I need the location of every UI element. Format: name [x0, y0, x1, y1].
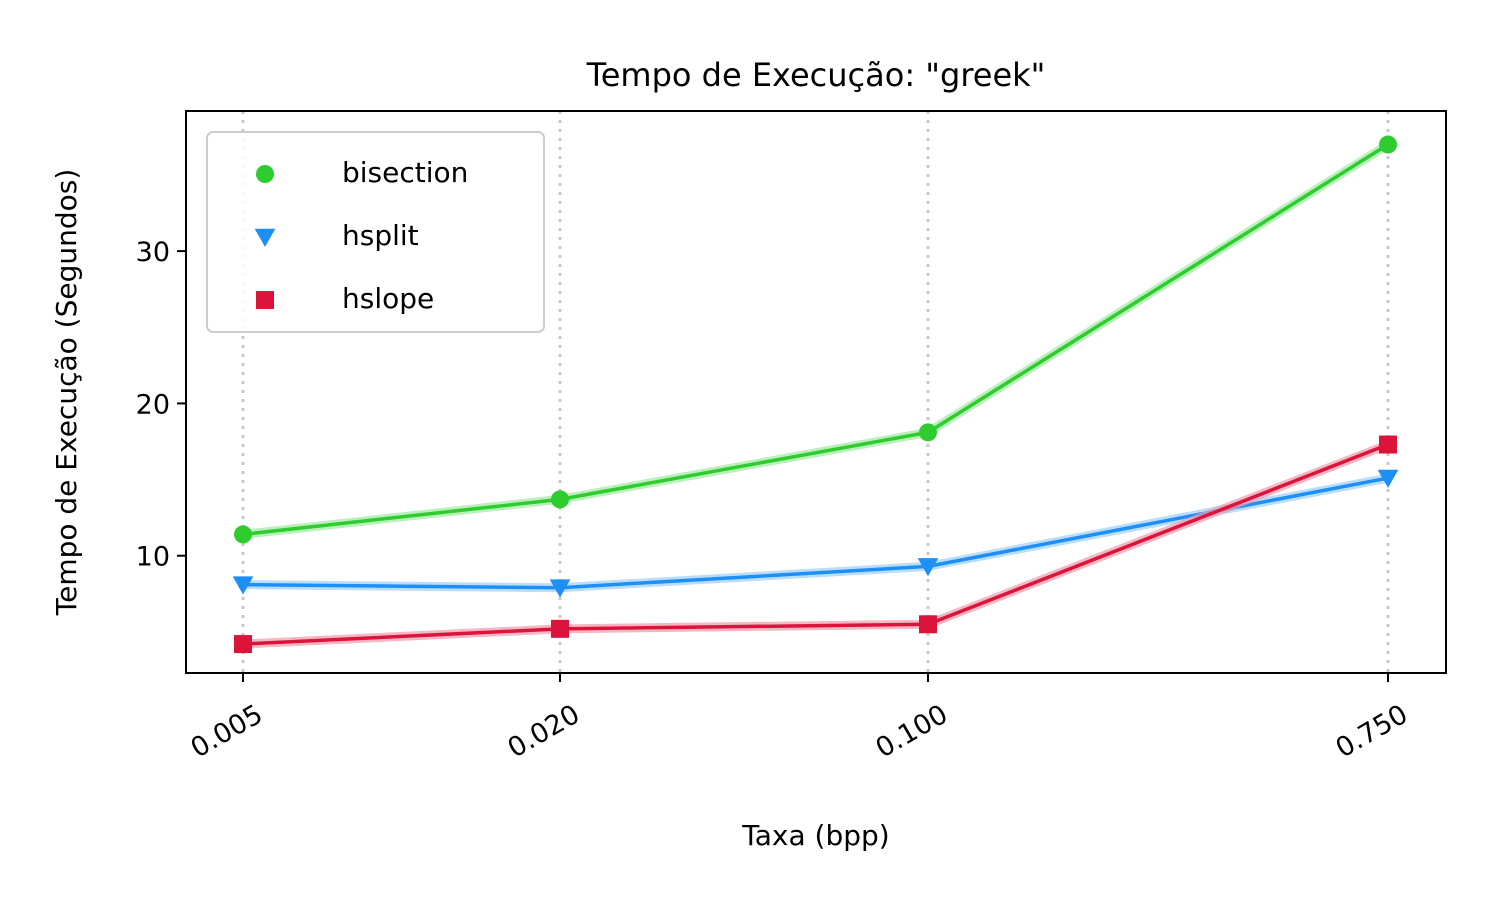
data-point	[917, 558, 939, 577]
legend-marker-bisection	[256, 165, 274, 183]
data-point	[549, 579, 571, 598]
data-point	[551, 619, 569, 638]
series-line	[242, 143, 1389, 537]
data-point	[1379, 435, 1397, 454]
y-tick-label: 30	[136, 237, 170, 268]
y-tick-label: 10	[136, 542, 170, 573]
legend-entries: bisection hsplit hslope	[254, 156, 468, 315]
legend-label-hslope: hslope	[342, 282, 434, 315]
legend: bisection hsplit hslope	[206, 131, 545, 333]
data-point	[551, 490, 569, 509]
y-axis-label: Tempo de Execução (Segundos)	[50, 169, 83, 617]
data-point	[234, 525, 252, 544]
series-line	[242, 442, 1389, 646]
legend-label-bisection: bisection	[342, 156, 468, 189]
series-line	[242, 476, 1389, 590]
legend-marker-hslope	[256, 291, 274, 309]
legend-label-hsplit: hsplit	[342, 219, 419, 252]
data-point	[919, 423, 937, 442]
series-bisection	[234, 135, 1397, 544]
x-axis-label: Taxa (bpp)	[741, 819, 889, 852]
series-layer	[232, 135, 1399, 654]
data-point	[232, 576, 254, 595]
data-point	[1377, 469, 1399, 488]
y-tick-label: 20	[136, 389, 170, 420]
series-hsplit	[232, 469, 1399, 598]
plot-frame	[185, 110, 1447, 674]
legend-frame	[206, 131, 545, 333]
chart-title: Tempo de Execução: "greek"	[586, 56, 1046, 94]
series-hslope	[234, 435, 1397, 654]
data-point	[234, 635, 252, 654]
legend-marker-hsplit	[254, 228, 276, 247]
data-point	[1379, 135, 1397, 154]
data-point	[919, 615, 937, 634]
